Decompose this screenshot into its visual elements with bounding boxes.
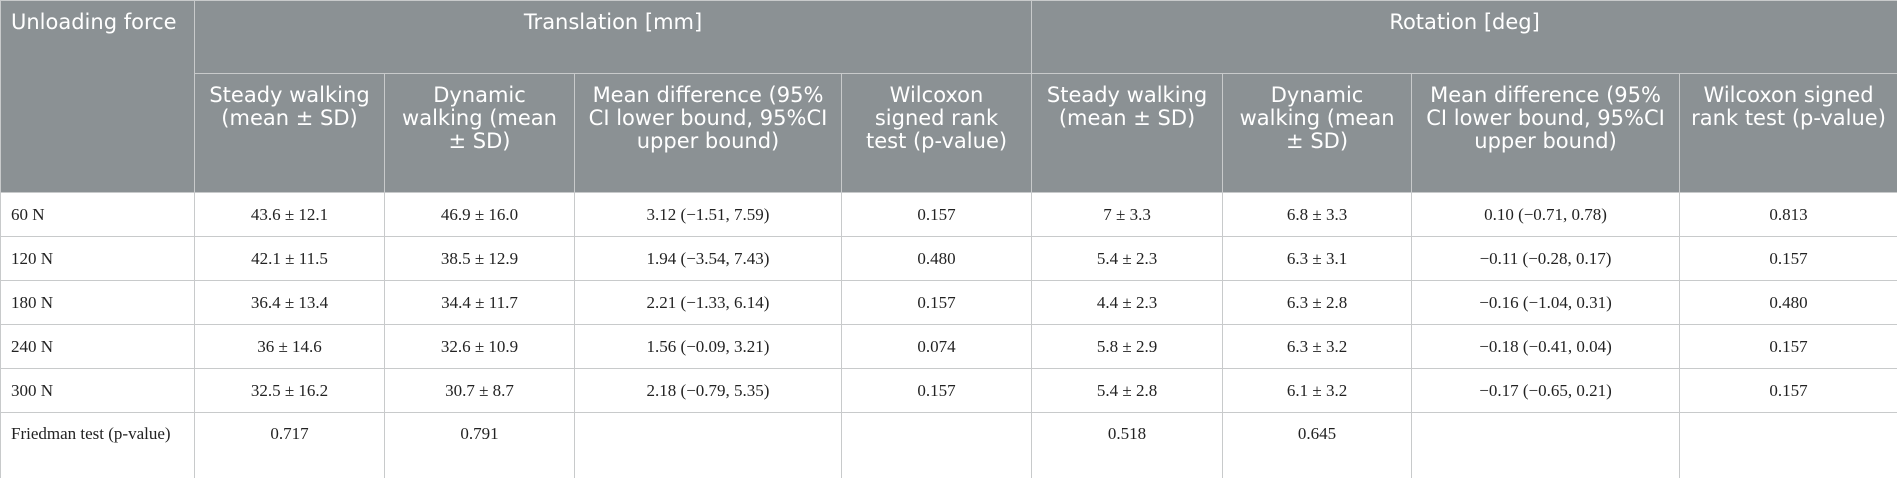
table-cell: 0.645 xyxy=(1222,412,1413,478)
corner-header: Unloading force xyxy=(0,0,195,193)
table-cell: 0.813 xyxy=(1679,192,1897,237)
column-header-row: Steady walking (mean ± SD) Dynamic walkin… xyxy=(1,73,1897,193)
table-cell: 1.56 (−0.09, 3.21) xyxy=(574,324,842,369)
table-cell: −0.18 (−0.41, 0.04) xyxy=(1411,324,1681,369)
row-label: Friedman test (p-value) xyxy=(0,412,195,478)
column-header: Dynamic walking (mean ± SD) xyxy=(384,73,575,193)
table-cell: 1.94 (−3.54, 7.43) xyxy=(574,236,842,281)
table-cell: 0.157 xyxy=(840,368,1033,413)
table-cell: −0.16 (−1.04, 0.31) xyxy=(1411,280,1681,325)
table-cell: 0.480 xyxy=(840,236,1033,281)
table-cell: 30.7 ± 8.7 xyxy=(384,368,575,413)
table-cell: 7 ± 3.3 xyxy=(1031,192,1224,237)
table-cell xyxy=(840,412,1033,478)
table-cell: 6.1 ± 3.2 xyxy=(1222,368,1413,413)
table-row: Friedman test (p-value) 0.717 0.791 0.518 0.… xyxy=(0,412,1897,478)
table-cell: 0.480 xyxy=(1679,280,1897,325)
table-cell: 32.5 ± 16.2 xyxy=(194,368,385,413)
table-cell: 5.4 ± 2.3 xyxy=(1031,236,1224,281)
table-cell: 0.157 xyxy=(840,192,1033,237)
column-header: Dynamic walking (mean ± SD) xyxy=(1222,73,1413,193)
column-header: Steady walking (mean ± SD) xyxy=(194,73,385,193)
table-cell: 0.074 xyxy=(840,324,1033,369)
table-cell: 42.1 ± 11.5 xyxy=(194,236,385,281)
table-row: 120 N 42.1 ± 11.5 38.5 ± 12.9 1.94 (−3.54, … xyxy=(0,236,1897,281)
table-cell: 6.3 ± 3.1 xyxy=(1222,236,1413,281)
group-header: Rotation [deg] xyxy=(1031,0,1897,74)
column-header: Mean difference (95% CI lower bound, 95%… xyxy=(1411,73,1681,193)
row-label: 60 N xyxy=(0,192,195,237)
column-header: Wilcoxon signed rank test (p-value) xyxy=(1679,73,1897,193)
table-cell: 38.5 ± 12.9 xyxy=(384,236,575,281)
table-cell: 43.6 ± 12.1 xyxy=(194,192,385,237)
table-cell: 6.3 ± 3.2 xyxy=(1222,324,1413,369)
table-cell: 2.18 (−0.79, 5.35) xyxy=(574,368,842,413)
table-cell: 0.157 xyxy=(1679,324,1897,369)
table-cell: 0.791 xyxy=(384,412,575,478)
row-label: 240 N xyxy=(0,324,195,369)
table-cell: 3.12 (−1.51, 7.59) xyxy=(574,192,842,237)
table-cell: −0.17 (−0.65, 0.21) xyxy=(1411,368,1681,413)
table-cell: 0.157 xyxy=(1679,368,1897,413)
table-row: 180 N 36.4 ± 13.4 34.4 ± 11.7 2.21 (−1.33, … xyxy=(0,280,1897,325)
table-cell: 0.518 xyxy=(1031,412,1224,478)
table-cell: 5.4 ± 2.8 xyxy=(1031,368,1224,413)
table-cell: −0.11 (−0.28, 0.17) xyxy=(1411,236,1681,281)
table-cell: 0.157 xyxy=(840,280,1033,325)
table-cell: 2.21 (−1.33, 6.14) xyxy=(574,280,842,325)
table-cell xyxy=(1411,412,1681,478)
row-label: 180 N xyxy=(0,280,195,325)
group-header-row: Unloading force Translation [mm] Rotatio… xyxy=(0,0,1897,193)
table-cell: 36 ± 14.6 xyxy=(194,324,385,369)
group-header: Translation [mm] xyxy=(193,0,1033,74)
table-cell: 34.4 ± 11.7 xyxy=(384,280,575,325)
table-cell: 5.8 ± 2.9 xyxy=(1031,324,1224,369)
table-row: 240 N 36 ± 14.6 32.6 ± 10.9 1.56 (−0.09, 3.… xyxy=(0,324,1897,369)
table-cell xyxy=(574,412,842,478)
table-row: 60 N 43.6 ± 12.1 46.9 ± 16.0 3.12 (−1.51, 7… xyxy=(0,192,1897,237)
row-label: 300 N xyxy=(0,368,195,413)
column-header: Mean difference (95% CI lower bound, 95%… xyxy=(574,73,842,193)
table-cell: 46.9 ± 16.0 xyxy=(384,192,575,237)
table-cell xyxy=(1679,412,1897,478)
table-cell: 0.10 (−0.71, 0.78) xyxy=(1411,192,1681,237)
table-cell: 6.3 ± 2.8 xyxy=(1222,280,1413,325)
table-cell: 32.6 ± 10.9 xyxy=(384,324,575,369)
table-cell: 0.157 xyxy=(1679,236,1897,281)
table-cell: 36.4 ± 13.4 xyxy=(194,280,385,325)
table-cell: 0.717 xyxy=(194,412,385,478)
row-label: 120 N xyxy=(0,236,195,281)
table-row: 300 N 32.5 ± 16.2 30.7 ± 8.7 2.18 (−0.79, 5… xyxy=(0,368,1897,413)
table-cell: 6.8 ± 3.3 xyxy=(1222,192,1413,237)
column-header: Wilcoxon signed rank test (p-value) xyxy=(840,73,1033,193)
column-header: Steady walking (mean ± SD) xyxy=(1031,73,1224,193)
table-cell: 4.4 ± 2.3 xyxy=(1031,280,1224,325)
